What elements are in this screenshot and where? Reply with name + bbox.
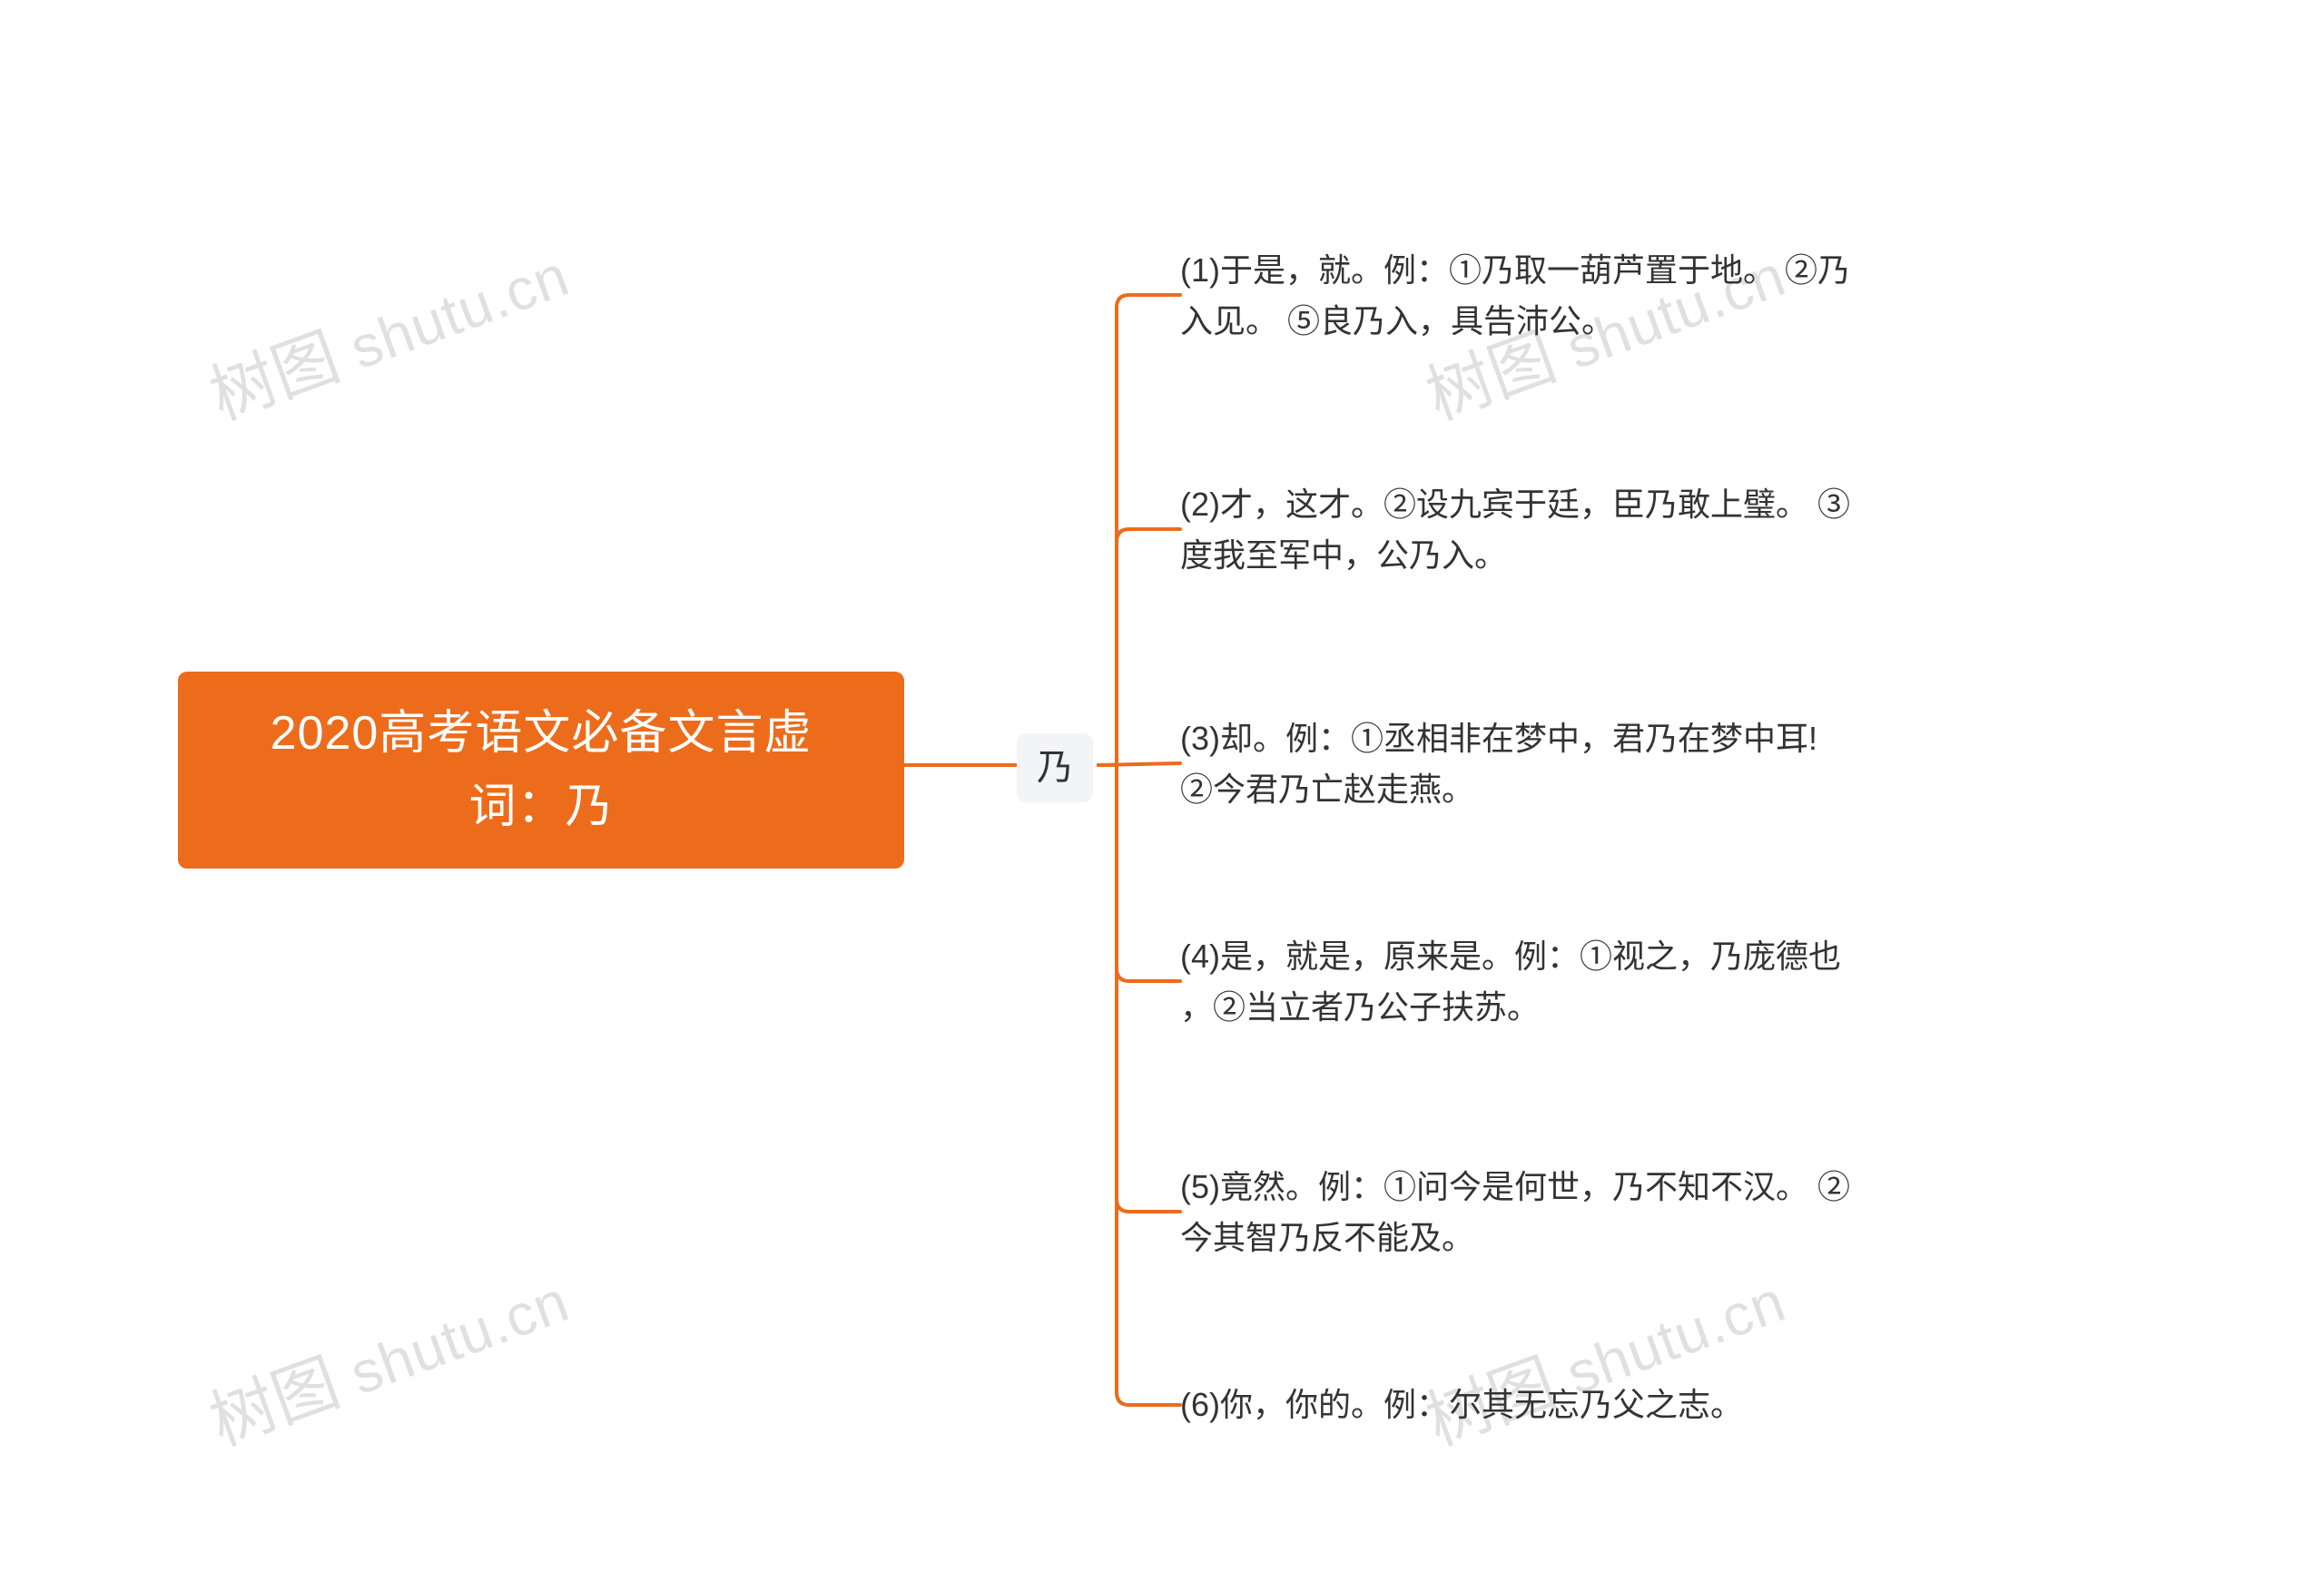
leaf-text: 度我至军中，公乃入。 — [1180, 530, 1850, 581]
mid-node[interactable]: 乃 — [1017, 733, 1093, 802]
leaf-text: 今其智乃反不能及。 — [1180, 1213, 1850, 1263]
root-line1: 2020高考语文必备文言虚 — [214, 697, 868, 771]
leaf-text: 入见。 ⑤良乃入，具告沛公。 — [1180, 296, 1850, 347]
leaf-text: (5)竟然。例：①问今是何世，乃不知不汉。 ② — [1180, 1162, 1850, 1213]
edge-mid-leaf-4 — [1098, 765, 1180, 981]
leaf-text: (2)才，这才。②设九宾于廷，臣乃敢上璧。 ③ — [1180, 479, 1850, 530]
edge-mid-leaf-3 — [1098, 763, 1180, 765]
watermark-cn: 树图 — [201, 1346, 349, 1458]
root-line2: 词：乃 — [214, 771, 868, 844]
mindmap-stage: 树图 shutu.cn 树图 shutu.cn 树图 shutu.cn 树图 s… — [0, 0, 2324, 1591]
leaf-node-4[interactable]: (4)是，就是，原来是。例：①视之，乃庞德也 ，②当立者乃公子扶苏。 — [1180, 931, 1841, 1033]
leaf-node-1[interactable]: (1)于是，就。例：①乃取一葫芦置于地。 ②乃 入见。 ⑤良乃入，具告沛公。 — [1180, 245, 1850, 347]
edge-mid-leaf-5 — [1098, 765, 1180, 1212]
leaf-text: (4)是，就是，原来是。例：①视之，乃庞德也 — [1180, 931, 1841, 982]
root-node[interactable]: 2020高考语文必备文言虚 词：乃 — [178, 672, 904, 869]
edge-mid-leaf-2 — [1098, 529, 1180, 765]
watermark: 树图 shutu.cn — [194, 221, 579, 438]
leaf-node-5[interactable]: (5)竟然。例：①问今是何世，乃不知不汉。 ② 今其智乃反不能及。 — [1180, 1162, 1850, 1263]
watermark-cn: 树图 — [201, 320, 349, 433]
leaf-node-6[interactable]: (6)你，你的。例：尔其无忘乃父之志。 — [1180, 1380, 1743, 1430]
leaf-node-3[interactable]: (3)却。例：①丞相非在梦中，君乃在梦中耳! ②今君乃亡赵走燕。 — [1180, 713, 1817, 815]
edge-mid-leaf-6 — [1098, 765, 1180, 1405]
mid-label: 乃 — [1037, 748, 1073, 788]
leaf-text: (6)你，你的。例：尔其无忘乃父之志。 — [1180, 1380, 1743, 1430]
leaf-text: ②今君乃亡赵走燕。 — [1180, 764, 1817, 815]
watermark: 树图 shutu.cn — [1411, 1246, 1796, 1464]
watermark-en: shutu.cn — [326, 1268, 577, 1413]
leaf-text: (1)于是，就。例：①乃取一葫芦置于地。 ②乃 — [1180, 245, 1850, 296]
watermark-en: shutu.cn — [326, 242, 577, 388]
leaf-node-2[interactable]: (2)才，这才。②设九宾于廷，臣乃敢上璧。 ③ 度我至军中，公乃入。 — [1180, 479, 1850, 581]
watermark: 树图 shutu.cn — [194, 1246, 579, 1464]
edge-mid-leaf-1 — [1098, 295, 1180, 765]
leaf-text: (3)却。例：①丞相非在梦中，君乃在梦中耳! — [1180, 713, 1817, 764]
leaf-text: ，②当立者乃公子扶苏。 — [1180, 982, 1841, 1033]
